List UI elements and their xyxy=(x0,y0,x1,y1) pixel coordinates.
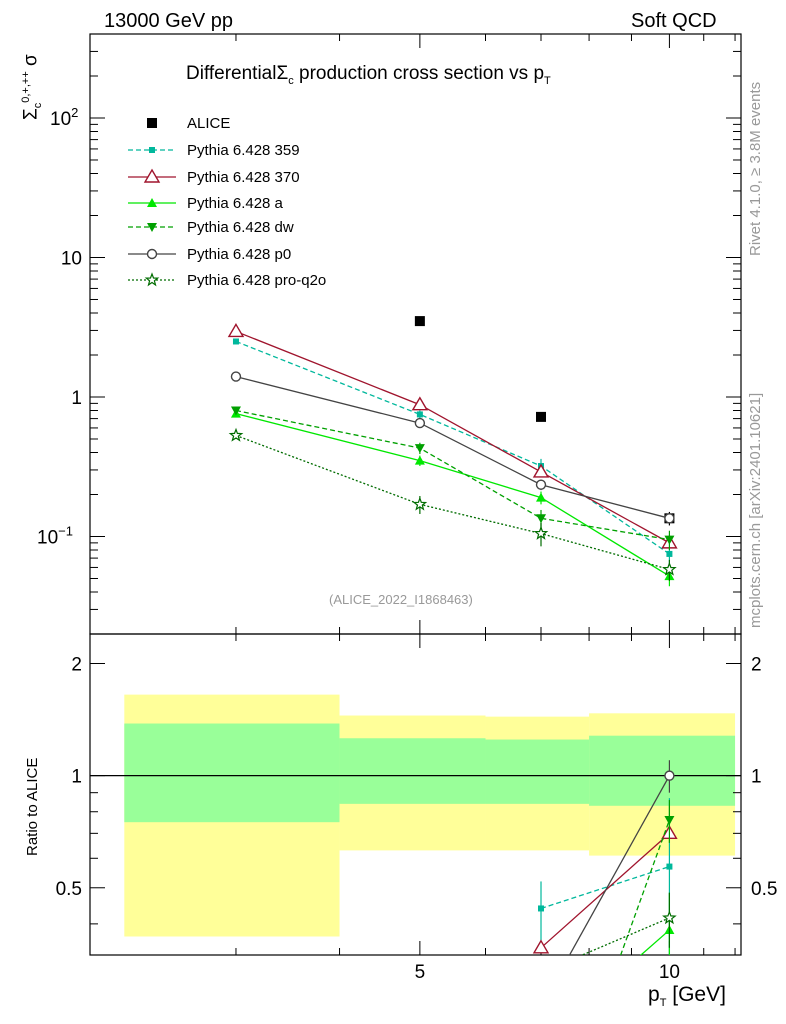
series-line-proq2o xyxy=(235,434,670,571)
y-tick-label-2: 1 xyxy=(71,388,82,409)
legend-label-p370: Pythia 6.428 370 xyxy=(187,169,300,186)
ratio-line-p359 xyxy=(540,865,670,910)
point-p370-1 xyxy=(411,396,429,411)
legend-label-alice: ALICE xyxy=(187,115,231,132)
x-axis-label: pT [GeV] xyxy=(648,983,726,1009)
ratio-point-p370-0 xyxy=(532,939,550,954)
series-line-a xyxy=(235,412,670,577)
point-p0-1 xyxy=(414,417,426,429)
xlabel-unit: [GeV] xyxy=(666,983,726,1006)
legend-label-a: Pythia 6.428 a xyxy=(187,195,283,212)
rivet-version-label: Rivet 4.1.0, ≥ 3.8M events xyxy=(747,81,764,256)
y-tick-label-1: 10 xyxy=(61,248,82,269)
title-symbol: Σ xyxy=(276,63,289,84)
uncertainty-band-green-1 xyxy=(339,738,486,804)
point-p0-0 xyxy=(230,371,242,382)
legend-marker-p0 xyxy=(146,248,158,260)
legend-marker-dw xyxy=(147,223,157,232)
series-line-dw xyxy=(235,409,670,541)
point-proq2o-1 xyxy=(412,496,428,511)
ratio-tick-label-right-0.5: 0.5 xyxy=(751,879,777,900)
process-label: Soft QCD xyxy=(631,10,717,32)
ratio-bands xyxy=(124,694,736,937)
legend-marker-proq2o xyxy=(144,272,160,287)
point-a-1 xyxy=(414,455,425,465)
title-post: production cross section vs p xyxy=(293,63,545,84)
ratio-point-p0-1 xyxy=(664,770,675,781)
x-tick-label-5: 5 xyxy=(415,962,426,983)
point-dw-0 xyxy=(230,406,241,416)
y-tick-label-0: 102 xyxy=(50,105,78,130)
legend-marker-p359 xyxy=(149,147,155,153)
ratio-line-proq2o xyxy=(580,917,670,955)
mcplots-label: mcplots.cern.ch [arXiv:2401.10621] xyxy=(747,392,764,628)
ratio-point-p359-1 xyxy=(666,863,673,870)
ratio-point-dw-1 xyxy=(664,816,675,826)
point-p370-2 xyxy=(532,463,550,478)
title-symbol-sub: c xyxy=(288,74,294,87)
series-line-p370 xyxy=(235,330,670,544)
ylabel-post: σ xyxy=(20,54,42,72)
ratio-y-axis-label: Ratio to ALICE xyxy=(24,757,41,856)
main-title: DifferentialΣc production cross section … xyxy=(186,63,551,87)
uncertainty-band-green-2 xyxy=(485,739,590,804)
ylabel-sup: 0,+,++ xyxy=(20,71,32,103)
legend-label-p359: Pythia 6.428 359 xyxy=(187,142,300,159)
title-post-sub: T xyxy=(544,74,551,87)
main-y-axis-label: Σc0,+,++ σ xyxy=(20,54,44,120)
title-pre: Differential xyxy=(186,63,277,84)
ratio-tick-label-left-1: 1 xyxy=(71,767,82,788)
xlabel-p: p xyxy=(648,983,660,1006)
ratio-tick-label-left-0.5: 0.5 xyxy=(56,879,82,900)
xlabel-sub: T xyxy=(659,997,667,1010)
uncertainty-band-green-0 xyxy=(124,723,340,823)
ratio-tick-label-left-2: 2 xyxy=(71,654,82,675)
uncertainty-band-green-3 xyxy=(589,735,736,806)
point-alice-0 xyxy=(414,316,425,327)
point-proq2o-3 xyxy=(662,561,677,576)
legend-label-proq2o: Pythia 6.428 pro-q2o xyxy=(187,272,327,289)
ratio-point-proq2o-0 xyxy=(662,910,677,925)
legend-marker-alice xyxy=(147,118,157,128)
x-tick-label-10: 10 xyxy=(659,962,680,983)
y-tick-label-3: 10−1 xyxy=(37,523,73,548)
ratio-line-a xyxy=(639,929,670,955)
point-p370-0 xyxy=(227,323,245,338)
point-proq2o-0 xyxy=(228,427,244,442)
ratio-tick-label-right-2: 2 xyxy=(751,654,762,675)
series-line-p359 xyxy=(235,340,670,555)
ratio-frame xyxy=(89,633,742,956)
legend-marker-p370 xyxy=(143,168,161,183)
point-p0-3 xyxy=(664,513,675,524)
ratio-line-p0 xyxy=(568,775,670,955)
legend-label-dw: Pythia 6.428 dw xyxy=(187,219,294,236)
point-p359-3 xyxy=(666,550,673,557)
legend-marker-a xyxy=(147,198,157,207)
series-line-p0 xyxy=(235,375,670,519)
ratio-series xyxy=(532,760,678,955)
point-proq2o-2 xyxy=(533,525,549,540)
point-p0-2 xyxy=(535,479,547,490)
point-dw-3 xyxy=(664,535,675,545)
point-p359-1 xyxy=(416,411,423,418)
energy-label: 13000 GeV pp xyxy=(104,10,233,32)
ratio-point-p359-0 xyxy=(538,905,545,912)
ylabel-symbol: Σ xyxy=(20,108,42,120)
point-a-2 xyxy=(536,492,547,502)
ratio-line-dw xyxy=(619,819,671,955)
legend-label-p0: Pythia 6.428 p0 xyxy=(187,246,292,263)
ylabel-sub: c xyxy=(32,102,45,109)
point-p359-0 xyxy=(232,338,239,345)
point-dw-2 xyxy=(536,514,547,524)
ratio-tick-label-right-1: 1 xyxy=(751,767,762,788)
point-alice-1 xyxy=(536,411,547,422)
main-series xyxy=(227,316,678,587)
point-dw-1 xyxy=(414,444,425,454)
analysis-reference: (ALICE_2022_I1868463) xyxy=(329,592,473,607)
